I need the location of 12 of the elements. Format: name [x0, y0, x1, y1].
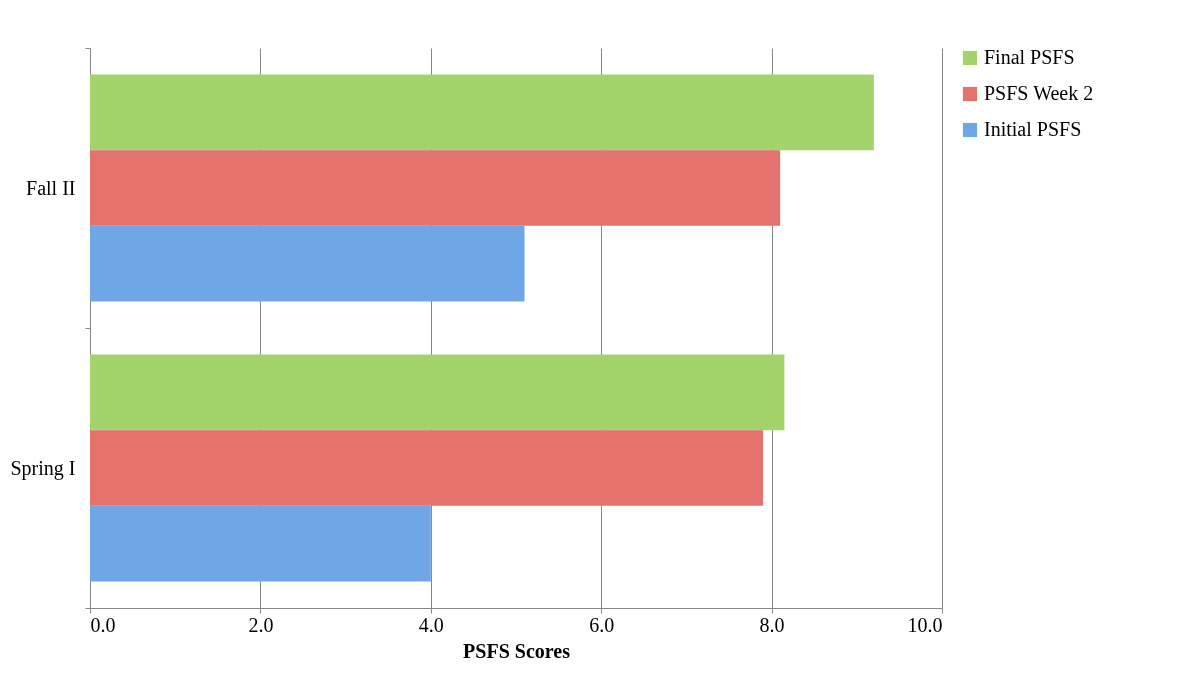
y-tick-label: Spring I: [10, 456, 76, 480]
legend-label: Final PSFS: [984, 46, 1075, 68]
legend-label: Initial PSFS: [984, 118, 1082, 140]
legend-label: PSFS Week 2: [984, 82, 1094, 104]
x-tick-label: 6.0: [589, 613, 615, 636]
x-tick-label: 2.0: [248, 613, 274, 636]
x-tick-label: 0.0: [90, 613, 116, 636]
x-tick-label: 8.0: [759, 613, 785, 636]
x-tick-label: 4.0: [418, 613, 444, 636]
x-tick-label: 10.0: [907, 613, 943, 636]
y-tick-label: Fall II: [26, 176, 76, 199]
x-axis-title: PSFS Scores: [463, 639, 571, 662]
